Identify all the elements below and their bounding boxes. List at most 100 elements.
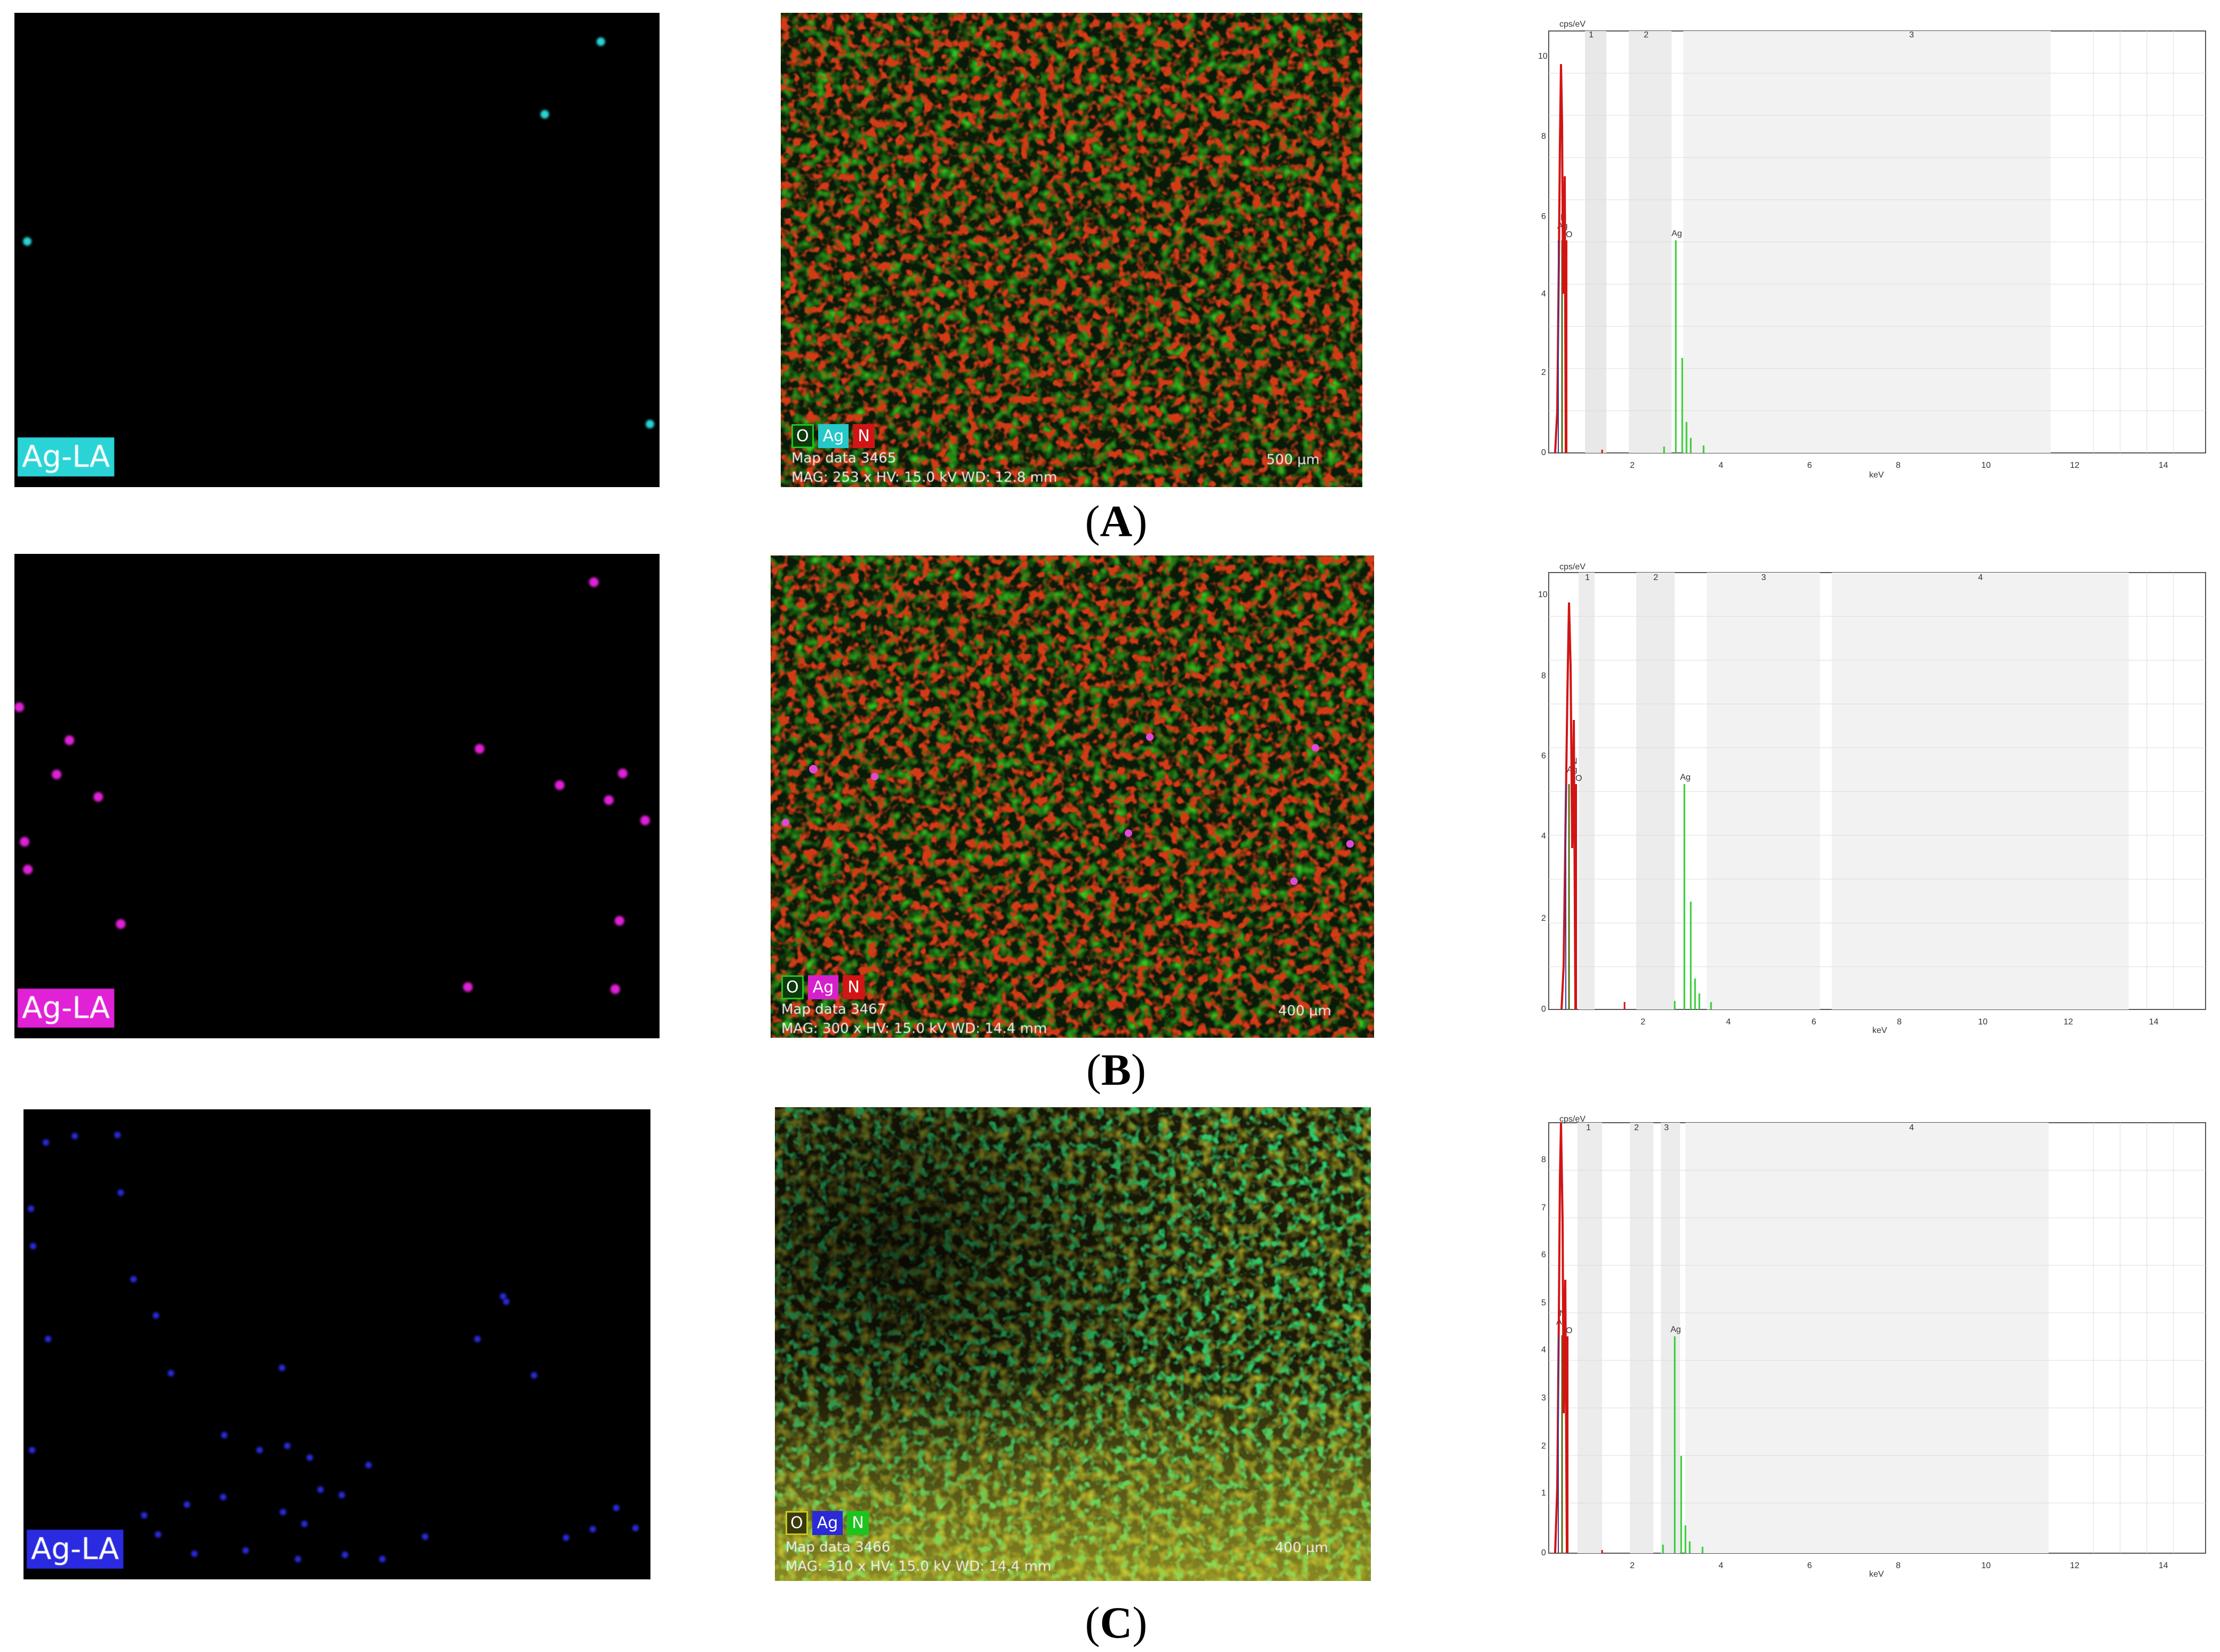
map-data-label-c: Map data 3466 [786, 1539, 891, 1555]
mag-info-b: MAG: 300 x HV: 15.0 kV WD: 14.4 mm [781, 1021, 1047, 1037]
y-tick-a-6: 6 [1541, 212, 1546, 221]
x-tick-c-8: 8 [1896, 1561, 1901, 1570]
region-label-c-4: 4 [1909, 1123, 1914, 1132]
scale-bar-b: 400 µm [1278, 1003, 1331, 1019]
x-tick-a-14: 14 [2159, 461, 2168, 470]
legend-o-b: O [781, 975, 804, 999]
x-tick-b-2: 2 [1641, 1017, 1645, 1027]
mag-info-c: MAG: 310 x HV: 15.0 kV WD: 14.4 mm [786, 1559, 1052, 1575]
caption-a: (A) [1085, 497, 1148, 546]
legend-n-b: N [843, 975, 865, 999]
x-tick-b-14: 14 [2149, 1017, 2159, 1027]
x-axis-unit-b: keV [1872, 1026, 1887, 1035]
legend-o-a: O [791, 424, 814, 448]
x-tick-a-8: 8 [1896, 461, 1901, 470]
element-badge-a: Ag-LA [18, 437, 114, 476]
x-tick-c-6: 6 [1807, 1561, 1812, 1570]
y-tick-c-3: 3 [1541, 1393, 1546, 1403]
region-label-b-4: 4 [1978, 573, 1983, 582]
spectrum-svg-b: cps/eV 1 2 3 4 10 8 6 4 2 0 2 4 6 8 10 1… [1538, 562, 2206, 1035]
y-tick-b-8: 8 [1541, 671, 1546, 680]
x-tick-c-12: 12 [2070, 1561, 2080, 1570]
map-data-label-a: Map data 3465 [791, 450, 897, 466]
legend-ag-a: Ag [818, 424, 849, 448]
y-tick-c-8: 8 [1541, 1155, 1546, 1164]
x-tick-b-10: 10 [1978, 1017, 1988, 1027]
y-tick-c-1: 1 [1541, 1489, 1546, 1498]
x-tick-a-10: 10 [1981, 461, 1991, 470]
region-label-b-3: 3 [1761, 573, 1766, 582]
y-tick-c-5: 5 [1541, 1298, 1546, 1307]
peak-label-b-o: O [1575, 774, 1582, 783]
x-tick-a-4: 4 [1719, 461, 1723, 470]
region-label-a-2: 2 [1644, 30, 1649, 40]
y-tick-a-4: 4 [1541, 289, 1546, 299]
region-label-c-3: 3 [1664, 1123, 1669, 1132]
peak-label-a-o: O [1566, 230, 1572, 239]
caption-b: (B) [1086, 1045, 1146, 1095]
y-axis-unit-c: cps/eV [1559, 1115, 1586, 1124]
peak-label-a-ag-l: Ag [1672, 229, 1682, 238]
x-tick-c-10: 10 [1981, 1561, 1991, 1570]
x-tick-c-2: 2 [1630, 1561, 1635, 1570]
y-tick-b-2: 2 [1541, 914, 1546, 923]
spectrum-peaks-c [1554, 1122, 1704, 1554]
y-tick-a-2: 2 [1541, 368, 1546, 377]
y-tick-b-6: 6 [1541, 751, 1546, 761]
eds-spectrum-c: cps/eV 1 2 3 4 8 7 6 5 4 3 2 1 0 2 4 6 8… [1506, 1114, 2211, 1579]
element-badge-c: Ag-LA [27, 1530, 123, 1569]
layered-map-c: O Ag N Map data 3466 MAG: 310 x HV: 15.0… [775, 1107, 1371, 1581]
region-label-a-3: 3 [1909, 30, 1914, 40]
y-tick-c-0: 0 [1541, 1548, 1546, 1557]
y-tick-c-4: 4 [1541, 1345, 1546, 1355]
ag-map-b: Ag-LA [14, 554, 660, 1038]
y-tick-b-10: 10 [1538, 590, 1548, 599]
ag-map-c: Ag-LA [23, 1109, 650, 1579]
map-info-a: Map data 3465 MAG: 253 x HV: 15.0 kV WD:… [791, 449, 1057, 487]
x-tick-b-12: 12 [2064, 1017, 2073, 1027]
layered-map-image-c [775, 1107, 1371, 1581]
layered-map-image-b [771, 555, 1374, 1038]
y-tick-a-10: 10 [1538, 52, 1548, 61]
y-axis-unit-b: cps/eV [1559, 562, 1586, 571]
peak-label-b-ag-l: Ag [1680, 773, 1691, 782]
scale-bar-c: 400 µm [1275, 1540, 1328, 1556]
x-tick-a-2: 2 [1630, 461, 1635, 470]
legend-o-c: O [786, 1511, 808, 1535]
eds-spectrum-a: cps/eV 1 2 3 10 8 6 4 2 0 2 4 6 8 10 12 … [1506, 16, 2211, 481]
legend-n-a: N [853, 424, 875, 448]
map-info-b: Map data 3467 MAG: 300 x HV: 15.0 kV WD:… [781, 1000, 1047, 1038]
x-tick-b-6: 6 [1811, 1017, 1816, 1027]
legend-n-c: N [847, 1511, 869, 1535]
map-data-label-b: Map data 3467 [781, 1001, 887, 1017]
x-tick-b-8: 8 [1897, 1017, 1902, 1027]
peak-label-c-ag-l: Ag [1670, 1325, 1681, 1334]
y-tick-c-2: 2 [1541, 1442, 1546, 1451]
map-info-c: Map data 3466 MAG: 310 x HV: 15.0 kV WD:… [786, 1538, 1052, 1576]
caption-c: (C) [1085, 1598, 1148, 1648]
spectrum-svg-a: cps/eV 1 2 3 10 8 6 4 2 0 2 4 6 8 10 12 … [1538, 20, 2206, 480]
y-tick-c-6: 6 [1541, 1250, 1546, 1259]
spectrum-peaks-a [1554, 64, 1705, 453]
legend-ag-b: Ag [807, 975, 839, 999]
y-tick-c-7: 7 [1541, 1203, 1546, 1212]
x-axis-unit-c: keV [1869, 1570, 1884, 1579]
region-label-b-2: 2 [1653, 573, 1658, 582]
scale-bar-a: 500 µm [1266, 452, 1320, 468]
x-axis-unit-a: keV [1869, 471, 1884, 480]
element-badge-b: Ag-LA [18, 989, 114, 1028]
y-tick-a-0: 0 [1541, 448, 1546, 457]
x-tick-b-4: 4 [1726, 1017, 1731, 1027]
x-tick-c-14: 14 [2159, 1561, 2168, 1570]
legend-ag-c: Ag [812, 1511, 843, 1535]
peak-label-c-o: O [1566, 1326, 1572, 1335]
layered-map-image-a [781, 13, 1362, 487]
region-label-a-1: 1 [1589, 30, 1594, 40]
y-tick-b-4: 4 [1541, 832, 1546, 841]
ag-map-a: Ag-LA [14, 13, 660, 487]
eds-spectrum-b: cps/eV 1 2 3 4 10 8 6 4 2 0 2 4 6 8 10 1… [1506, 560, 2211, 1035]
layered-map-a: O Ag N Map data 3465 MAG: 253 x HV: 15.0… [781, 13, 1362, 487]
spectrum-peaks-b [1560, 602, 1712, 1010]
region-label-b-1: 1 [1585, 573, 1590, 582]
element-legend-b: O Ag N [781, 975, 865, 999]
